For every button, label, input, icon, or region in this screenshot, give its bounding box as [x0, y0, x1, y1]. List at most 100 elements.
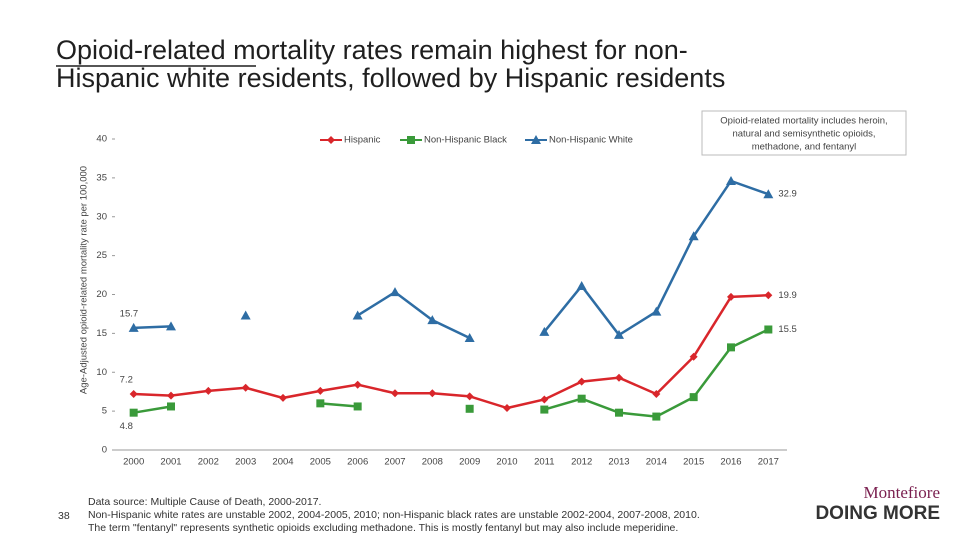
y-tick-label: 40: [96, 134, 107, 145]
x-tick-label: 2014: [646, 457, 667, 468]
marker: [726, 175, 736, 185]
data-label: 32.9: [778, 189, 797, 200]
marker: [327, 136, 335, 144]
marker: [240, 310, 251, 320]
x-tick-label: 2003: [235, 457, 256, 468]
x-tick-label: 2013: [608, 457, 629, 468]
legend-label: Non-Hispanic Black: [424, 135, 507, 146]
marker: [204, 386, 213, 395]
y-tick-label: 0: [102, 445, 107, 456]
y-tick-label: 35: [96, 172, 107, 183]
marker: [428, 389, 437, 398]
marker: [129, 390, 138, 399]
marker: [316, 386, 325, 395]
marker: [577, 377, 586, 386]
marker: [166, 321, 176, 331]
data-label: 15.7: [120, 308, 138, 319]
marker: [279, 393, 287, 402]
x-tick-label: 2007: [384, 457, 405, 468]
marker: [615, 408, 623, 417]
marker: [427, 315, 438, 325]
data-label: 4.8: [120, 421, 133, 432]
marker: [651, 306, 662, 316]
marker: [352, 310, 363, 320]
marker: [167, 402, 175, 411]
marker: [353, 380, 362, 389]
data-label: 15.5: [778, 324, 797, 335]
title-line: Hispanic white residents, followed by Hi…: [56, 63, 725, 93]
series-line: [133, 294, 769, 410]
marker: [540, 395, 549, 404]
series-line: [133, 179, 769, 340]
x-tick-label: 2005: [310, 457, 331, 468]
x-tick-label: 2011: [534, 457, 554, 468]
y-tick-label: 5: [102, 406, 107, 417]
marker: [688, 231, 699, 241]
source: Data source: Multiple Cause of Death, 20…: [88, 496, 321, 508]
marker: [689, 352, 698, 361]
x-tick-label: 2009: [459, 457, 480, 468]
y-tick-label: 10: [96, 367, 107, 378]
marker: [764, 291, 773, 300]
marker: [129, 408, 138, 417]
data-label: 19.9: [778, 290, 797, 301]
x-tick-label: 2006: [347, 457, 368, 468]
source: Non-Hispanic white rates are unstable 20…: [88, 509, 700, 521]
y-tick-label: 30: [96, 211, 107, 222]
x-tick-label: 2012: [571, 457, 592, 468]
marker: [763, 189, 774, 199]
y-axis-label: Age-Adjusted opioid-related mortality ra…: [79, 166, 90, 394]
x-tick-label: 2010: [496, 457, 517, 468]
marker: [540, 405, 549, 414]
data-label: 7.2: [120, 375, 133, 386]
title-line: Opioid-related mortality rates remain hi…: [56, 35, 688, 65]
note: Opioid-related mortality includes heroin…: [720, 116, 887, 127]
source: The term "fentanyl" represents synthetic…: [88, 522, 678, 534]
marker: [727, 343, 735, 352]
marker: [615, 373, 623, 382]
marker: [465, 392, 474, 401]
note: methadone, and fentanyl: [752, 142, 857, 153]
y-tick-label: 25: [96, 250, 107, 261]
x-tick-label: 2016: [720, 457, 741, 468]
x-tick-label: 2001: [160, 457, 181, 468]
marker: [407, 136, 415, 144]
marker: [391, 389, 399, 398]
marker: [764, 325, 773, 334]
page-number: 38: [58, 510, 70, 522]
marker: [241, 383, 250, 392]
marker: [353, 402, 362, 411]
logo-top: Montefiore: [864, 483, 940, 502]
legend-label: Non-Hispanic White: [549, 135, 633, 146]
marker: [167, 391, 175, 400]
marker: [614, 329, 624, 339]
x-tick-label: 2008: [422, 457, 443, 468]
marker: [689, 393, 698, 402]
y-tick-label: 15: [96, 328, 107, 339]
marker: [316, 399, 325, 408]
marker: [576, 280, 587, 290]
series-line: [133, 328, 769, 418]
y-tick-label: 20: [96, 289, 107, 300]
marker: [503, 404, 511, 413]
marker: [652, 390, 661, 399]
marker: [465, 404, 474, 413]
marker: [128, 322, 139, 332]
marker: [390, 287, 400, 297]
note-box: [701, 110, 907, 156]
note: natural and semisynthetic opioids,: [732, 129, 875, 140]
legend-label: Hispanic: [344, 135, 381, 146]
marker: [464, 333, 475, 343]
x-tick-label: 2004: [272, 457, 293, 468]
x-tick-label: 2017: [758, 457, 779, 468]
marker: [577, 394, 586, 403]
x-tick-label: 2002: [198, 457, 219, 468]
logo-bottom: DOING MORE: [815, 503, 940, 524]
x-tick-label: 2015: [683, 457, 704, 468]
x-tick-label: 2000: [123, 457, 144, 468]
marker: [539, 326, 550, 336]
marker: [727, 292, 735, 301]
marker: [652, 412, 661, 421]
marker: [531, 135, 541, 144]
